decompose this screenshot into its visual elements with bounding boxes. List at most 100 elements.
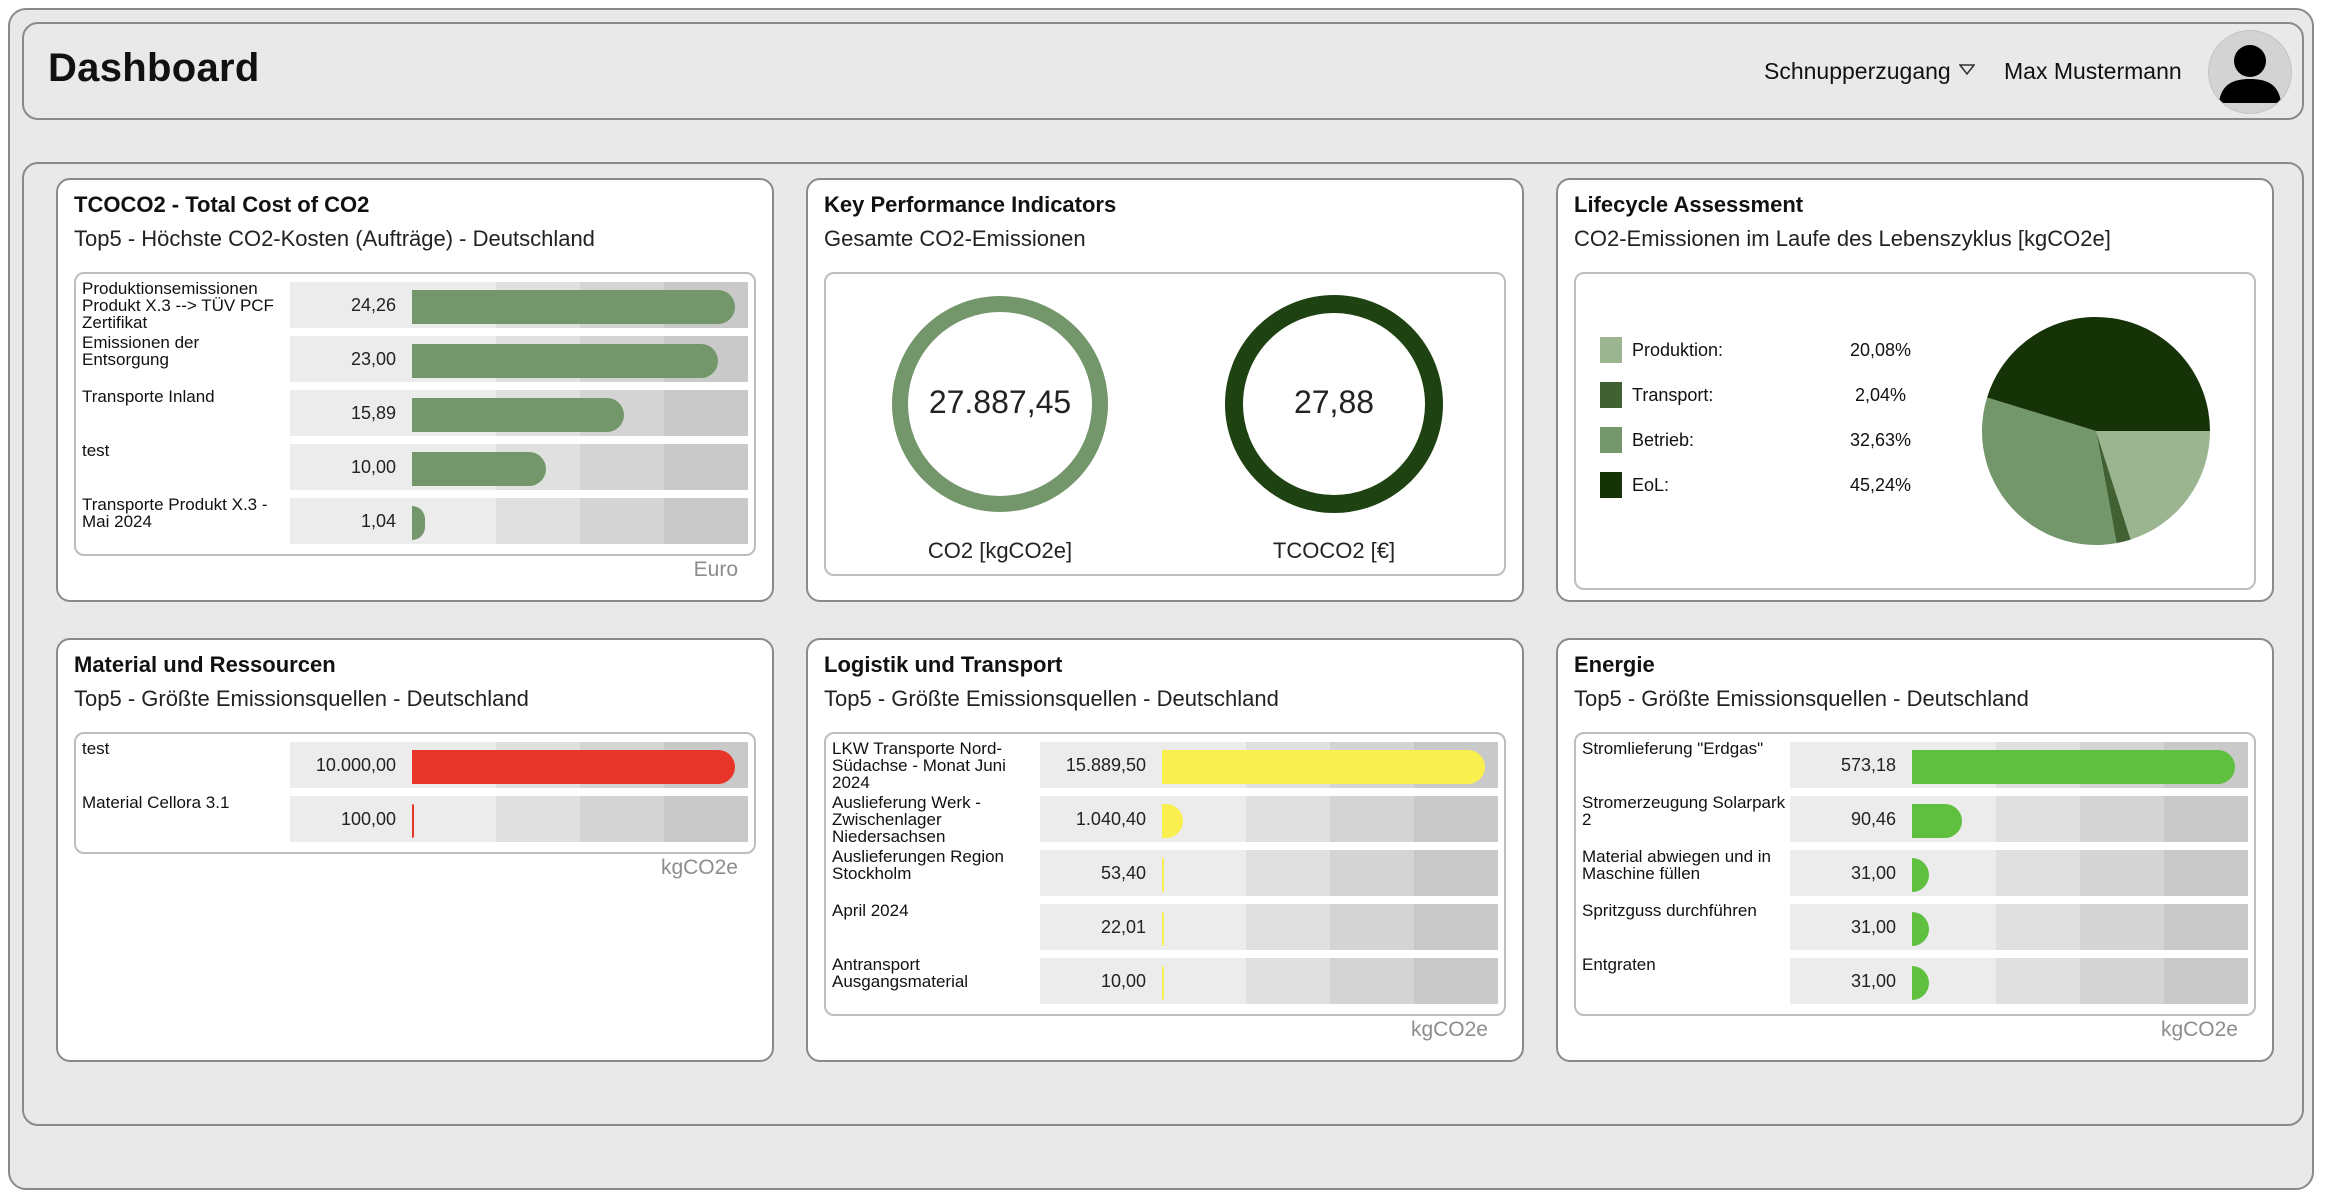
pie-slice xyxy=(1982,397,2117,545)
bar-row-value: 10,00 xyxy=(350,457,396,477)
bar-track xyxy=(412,390,748,436)
bar-row-value: 31,00 xyxy=(1850,971,1896,991)
legend-swatch xyxy=(1600,427,1622,453)
bar-row[interactable]: test 10,00 xyxy=(76,438,754,492)
bar-fill xyxy=(1912,750,2235,784)
bar-row[interactable]: Antransport Ausgangsmaterial 10,00 xyxy=(826,952,1504,1006)
bar-fill xyxy=(1162,912,1164,946)
bar-track-segment xyxy=(1162,904,1246,950)
bar-row[interactable]: Material Cellora 3.1 100,00 xyxy=(76,790,754,844)
bar-row-value: 90,46 xyxy=(1850,809,1896,829)
bar-fill xyxy=(412,804,415,838)
bar-row[interactable]: Transporte Produkt X.3 - Mai 2024 1,04 xyxy=(76,492,754,546)
bar-row-value-bg xyxy=(1790,850,1912,896)
user-avatar-icon[interactable] xyxy=(2208,30,2292,114)
unit-label: kgCO2e xyxy=(2160,1018,2238,1041)
bar-fill xyxy=(412,344,718,378)
legend-label: Produktion: xyxy=(1632,339,1724,360)
pie-slice xyxy=(1987,316,2210,431)
bar-row-value-bg xyxy=(290,282,412,328)
user-name[interactable]: Max Mustermann xyxy=(2004,58,2182,84)
bar-track xyxy=(412,498,748,544)
bar-row[interactable]: Emissionen der Entsorgung 23,00 xyxy=(76,330,754,384)
legend-item: Transport: 2,04% xyxy=(1600,381,1906,409)
bar-track-segment xyxy=(496,796,580,842)
account-dropdown[interactable]: Schnupperzugang xyxy=(1764,58,1976,85)
bar-row-value-bg xyxy=(1790,742,1912,788)
header-bar: Dashboard Schnupperzugang Max Mustermann xyxy=(22,22,2304,120)
card-subtitle: Top5 - Größte Emissionsquellen - Deutsch… xyxy=(74,686,529,711)
card-subtitle: CO2-Emissionen im Laufe des Lebenszyklus… xyxy=(1574,226,2111,251)
bar-fill xyxy=(1162,966,1164,1000)
co2-value: 27.887,45 xyxy=(928,384,1072,420)
bar-row-label: Spritzguss durchführen xyxy=(1582,901,1757,920)
card-subtitle: Gesamte CO2-Emissionen xyxy=(824,226,1086,251)
bar-row[interactable]: test 10.000,00 xyxy=(76,736,754,790)
bar-row-value: 22,01 xyxy=(1100,917,1146,937)
pie-slice xyxy=(2096,431,2210,540)
legend-pct: 32,63% xyxy=(1850,429,1912,450)
bar-track-segment xyxy=(1330,958,1414,1004)
bar-row[interactable]: Produktionsemissionen Produkt X.3 --> TÜ… xyxy=(76,276,754,331)
bar-row-label: test xyxy=(82,739,110,758)
card-subtitle: Top5 - Größte Emissionsquellen - Deutsch… xyxy=(824,686,1279,711)
unit-label: kgCO2e xyxy=(660,856,738,879)
bar-track xyxy=(1912,850,2248,896)
bar-track-segment xyxy=(412,796,496,842)
bar-fill xyxy=(1912,966,1930,1000)
tcoco2-label: TCOCO2 [€] xyxy=(1272,538,1396,563)
bar-track-segment xyxy=(664,444,748,490)
card-title: Lifecycle Assessment xyxy=(1574,192,1804,217)
bar-track xyxy=(1162,904,1498,950)
bar-track-segment xyxy=(1246,850,1330,896)
bar-track-segment xyxy=(1162,958,1246,1004)
bar-track-segment xyxy=(1246,904,1330,950)
bar-track-segment xyxy=(1246,958,1330,1004)
bar-row[interactable]: April 2024 22,01 xyxy=(826,898,1504,952)
unit-label: kgCO2e xyxy=(1410,1018,1488,1041)
bar-row[interactable]: Transporte Inland 15,89 xyxy=(76,384,754,438)
bar-track xyxy=(412,444,748,490)
bar-track-segment xyxy=(1996,796,2080,842)
bar-track-segment xyxy=(1414,796,1498,842)
bar-row[interactable]: Stromlieferung "Erdgas" 573,18 xyxy=(1576,736,2254,790)
bar-row-value: 31,00 xyxy=(1850,863,1896,883)
card-lca: Lifecycle Assessment CO2-Emissionen im L… xyxy=(1556,178,2274,602)
legend-swatch xyxy=(1600,382,1622,408)
bar-row-value-bg xyxy=(1790,904,1912,950)
bar-row-label: LKW Transporte Nord-Südachse - Monat Jun… xyxy=(832,739,1006,792)
bar-track-segment xyxy=(2080,850,2164,896)
bar-row[interactable]: Auslieferungen Region Stockholm 53,40 xyxy=(826,844,1504,898)
bar-track-segment xyxy=(1330,904,1414,950)
card-material: Material und Ressourcen Top5 - Größte Em… xyxy=(56,638,774,1062)
bar-row[interactable]: Spritzguss durchführen 31,00 xyxy=(1576,898,2254,952)
bar-row-value-bg xyxy=(1790,796,1912,842)
bar-row-label: Antransport Ausgangsmaterial xyxy=(832,955,969,991)
bar-row-value: 10.000,00 xyxy=(315,755,396,775)
bar-row[interactable]: LKW Transporte Nord-Südachse - Monat Jun… xyxy=(826,736,1504,792)
bar-track-segment xyxy=(1414,850,1498,896)
bar-row[interactable]: Material abwiegen und in Maschine füllen… xyxy=(1576,844,2254,898)
bar-track xyxy=(1912,742,2248,788)
bar-row-value-bg xyxy=(1040,850,1162,896)
bar-row-value: 15.889,50 xyxy=(1065,755,1146,775)
bar-track-segment xyxy=(1996,850,2080,896)
tcoco2-ring xyxy=(1225,295,1443,513)
bar-row[interactable]: Auslieferung Werk - Zwischenlager Nieder… xyxy=(826,790,1504,845)
legend-pct: 20,08% xyxy=(1850,339,1912,360)
bar-row-label: Auslieferungen Region Stockholm xyxy=(832,847,1005,883)
bar-track xyxy=(1912,796,2248,842)
bar-track-segment xyxy=(496,498,580,544)
bar-list-logistik: LKW Transporte Nord-Südachse - Monat Jun… xyxy=(824,732,1506,1016)
card-subtitle: Top5 - Größte Emissionsquellen - Deutsch… xyxy=(1574,686,2029,711)
bar-row-label: Transporte Inland xyxy=(82,387,215,406)
bar-row[interactable]: Stromerzeugung Solarpark 2 90,46 xyxy=(1576,790,2254,844)
bar-fill xyxy=(412,750,735,784)
bar-row-value: 1,04 xyxy=(360,511,396,531)
bar-track-segment xyxy=(412,498,496,544)
bar-row-label: Entgraten xyxy=(1582,955,1656,974)
chevron-down-icon xyxy=(1958,63,1976,81)
lca-pie-chart xyxy=(1982,316,2210,545)
bar-fill xyxy=(1162,858,1164,892)
bar-row[interactable]: Entgraten 31,00 xyxy=(1576,952,2254,1006)
